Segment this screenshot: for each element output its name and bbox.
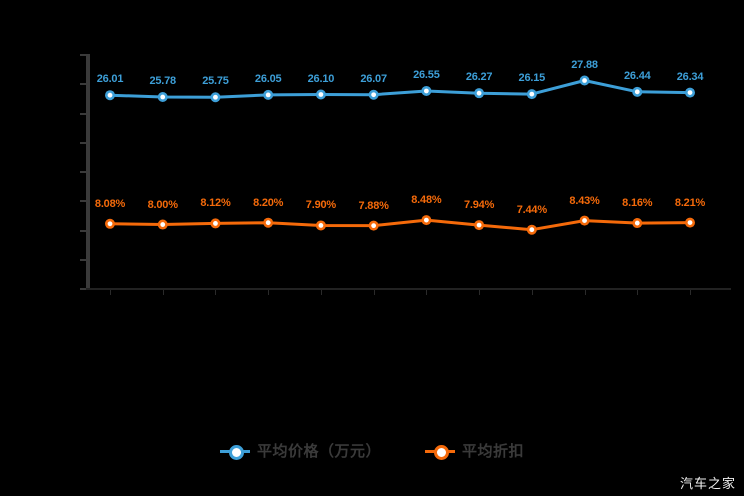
x-axis-tick <box>532 290 533 295</box>
discount-series-marker-core <box>160 222 166 227</box>
price-series-marker-core <box>213 94 218 100</box>
price-series-line <box>108 79 692 99</box>
discount-data-label: 8.08% <box>94 197 126 210</box>
discount-series-marker-core <box>582 218 587 223</box>
discount-data-label: 8.21% <box>674 196 706 209</box>
x-axis-tick <box>110 290 111 295</box>
price-data-label: 26.15 <box>518 72 546 85</box>
x-axis-tick <box>479 290 480 295</box>
y-axis-tick <box>80 83 86 85</box>
price-data-label: 26.44 <box>624 69 651 82</box>
price-series-marker-core <box>265 92 271 98</box>
price-series-marker-core <box>634 89 640 95</box>
price-data-label: 26.10 <box>307 72 335 85</box>
discount-series-marker-core <box>318 223 324 228</box>
discount-series-marker-core <box>476 222 482 228</box>
price-series-marker-core <box>318 92 324 97</box>
discount-series-marker-core <box>265 220 271 226</box>
discount-series-marker-core <box>107 221 113 227</box>
discount-series-marker-core <box>634 220 640 226</box>
price-data-label: 26.34 <box>676 70 704 83</box>
discount-data-label: 7.90% <box>305 199 337 212</box>
discount-series-line <box>108 218 692 232</box>
y-axis-tick <box>80 171 86 173</box>
discount-data-label: 7.88% <box>358 199 389 212</box>
discount-data-label: 8.12% <box>200 197 231 210</box>
discount-series-marker-core <box>529 227 535 233</box>
price-data-label: 26.07 <box>360 72 387 85</box>
discount-data-label: 7.94% <box>463 199 495 212</box>
discount-data-label: 7.44% <box>516 203 547 216</box>
price-series-marker-core <box>687 90 693 96</box>
price-series-marker-core <box>160 94 166 100</box>
discount-series-marker-core <box>423 217 429 223</box>
legend-item-label: 平均价格（万元） <box>256 443 381 460</box>
price-series-marker-core <box>582 78 587 83</box>
price-data-label: 26.55 <box>413 68 440 81</box>
y-axis-line <box>86 54 90 288</box>
x-axis-tick <box>163 290 164 295</box>
watermark-autohome: 汽车之家 <box>679 477 736 492</box>
price-data-label: 26.27 <box>465 71 493 84</box>
discount-data-label: 8.48% <box>411 194 442 207</box>
x-axis-line <box>86 288 731 290</box>
discount-series-marker-core <box>687 220 693 226</box>
discount-data-label: 8.16% <box>622 197 653 210</box>
price-data-label: 26.01 <box>96 73 124 86</box>
price-data-label: 25.75 <box>202 75 229 88</box>
price-series-marker-core <box>423 88 429 94</box>
x-axis-tick <box>215 290 216 295</box>
discount-series-marker-core <box>213 221 218 226</box>
x-axis-tick <box>321 290 322 295</box>
legend-average-discount[interactable]: 平均折扣 <box>425 440 524 461</box>
chart-legend: 平均价格（万元） 平均折扣 <box>0 440 744 461</box>
y-axis-tick <box>80 54 86 56</box>
x-axis-tick <box>268 290 269 295</box>
discount-legend-marker-icon <box>425 444 455 460</box>
price-series-marker-core <box>371 92 377 98</box>
y-axis-tick <box>80 259 86 261</box>
y-axis-tick <box>80 142 86 144</box>
legend-item-label: 平均折扣 <box>462 443 525 460</box>
x-axis-tick <box>690 290 691 295</box>
x-axis-tick <box>585 290 586 295</box>
y-axis-tick <box>80 230 86 232</box>
legend-average-price[interactable]: 平均价格（万元） <box>219 440 381 461</box>
x-axis-tick <box>637 290 638 295</box>
price-series-marker-core <box>476 90 482 96</box>
y-axis-tick <box>80 200 86 202</box>
y-axis-tick <box>80 113 86 115</box>
price-series-marker-core <box>529 91 535 97</box>
price-series-marker-core <box>107 92 113 98</box>
x-axis-tick <box>374 290 375 295</box>
discount-data-label: 8.00% <box>147 198 178 211</box>
discount-data-label: 8.43% <box>569 194 600 207</box>
discount-series-marker-core <box>371 223 377 229</box>
discount-data-label: 8.20% <box>253 196 284 209</box>
price-legend-marker-icon <box>219 444 250 460</box>
price-data-label: 27.88 <box>571 58 598 71</box>
price-data-label: 25.78 <box>149 75 176 87</box>
y-axis-tick <box>80 288 86 290</box>
x-axis-tick <box>426 290 427 295</box>
price-data-label: 26.05 <box>254 72 282 85</box>
